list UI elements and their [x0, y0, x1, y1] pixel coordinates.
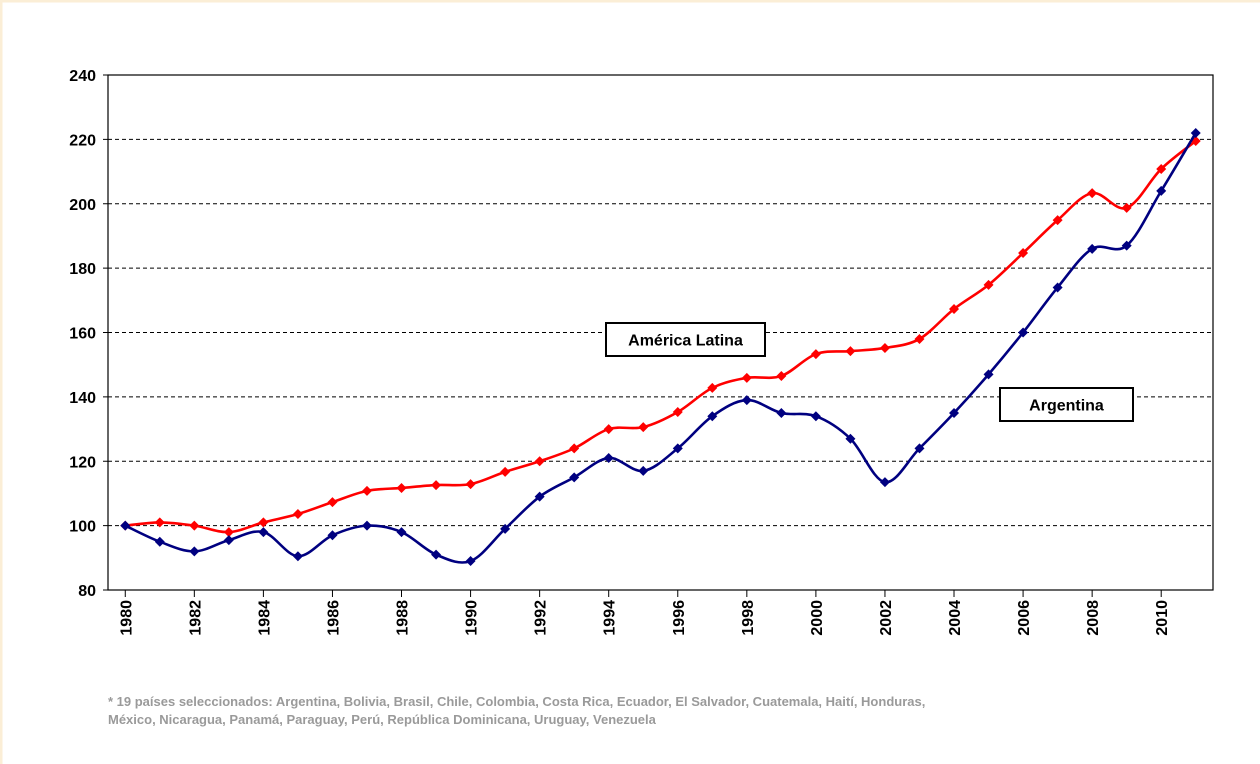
x-tick-label: 2008	[1085, 600, 1102, 636]
data-point	[741, 395, 752, 406]
data-point	[361, 485, 372, 496]
data-point	[672, 407, 683, 418]
data-point	[879, 477, 890, 488]
plot-frame	[107, 74, 1214, 591]
y-tick-label: 200	[69, 197, 96, 214]
data-point	[120, 520, 131, 531]
footnote: México, Nicaragua, Panamá, Paraguay, Per…	[108, 712, 657, 727]
data-point	[1087, 188, 1098, 199]
x-tick-label: 1992	[533, 600, 550, 636]
data-point	[1190, 127, 1201, 138]
x-tick-label: 1982	[187, 600, 204, 636]
y-tick-label: 100	[69, 519, 96, 536]
data-point	[154, 517, 165, 528]
x-tick-label: 1990	[464, 600, 481, 636]
data-point	[534, 456, 545, 467]
data-point	[500, 466, 511, 477]
y-tick-label: 160	[69, 326, 96, 343]
data-point	[1121, 240, 1132, 251]
data-point	[810, 411, 821, 422]
data-point	[879, 342, 890, 353]
data-point	[1156, 163, 1167, 174]
data-point	[327, 530, 338, 541]
x-tick-label: 2004	[947, 600, 964, 636]
data-point	[292, 509, 303, 520]
data-point	[465, 556, 476, 567]
x-tick-label: 2002	[878, 600, 895, 636]
data-point	[1087, 243, 1098, 254]
y-tick-label: 180	[69, 261, 96, 278]
data-point	[776, 370, 787, 381]
data-point	[1052, 215, 1063, 226]
x-tick-label: 1980	[118, 600, 135, 636]
x-tick-label: 1996	[671, 600, 688, 636]
x-tick-label: 1984	[256, 600, 273, 636]
data-point	[776, 407, 787, 418]
x-tick-label: 1986	[325, 600, 342, 636]
x-tick-label: 2010	[1154, 600, 1171, 636]
data-point	[361, 520, 372, 531]
x-tick-label: 2006	[1016, 600, 1033, 636]
data-point	[1018, 247, 1029, 258]
data-point	[949, 407, 960, 418]
y-tick-label: 140	[69, 390, 96, 407]
data-point	[396, 482, 407, 493]
data-point	[569, 443, 580, 454]
data-point	[914, 443, 925, 454]
data-point	[914, 333, 925, 344]
data-point	[707, 411, 718, 422]
data-point	[949, 304, 960, 315]
data-point	[500, 523, 511, 534]
data-point	[431, 549, 442, 560]
data-point	[258, 527, 269, 538]
footnote: * 19 países seleccionados: Argentina, Bo…	[108, 694, 925, 709]
data-point	[603, 453, 614, 464]
data-point	[327, 497, 338, 508]
data-point	[534, 491, 545, 502]
data-point	[672, 443, 683, 454]
data-point	[741, 372, 752, 383]
data-point	[1121, 202, 1132, 213]
y-tick-label: 220	[69, 132, 96, 149]
data-point	[223, 527, 234, 538]
y-tick-label: 80	[78, 583, 96, 600]
data-point	[189, 546, 200, 557]
data-point	[603, 424, 614, 435]
data-point	[707, 382, 718, 393]
data-point	[292, 551, 303, 562]
data-point	[638, 465, 649, 476]
y-tick-label: 120	[69, 454, 96, 471]
data-point	[1018, 327, 1029, 338]
data-point	[189, 520, 200, 531]
data-point	[845, 346, 856, 357]
x-tick-label: 2000	[809, 600, 826, 636]
series-label-box	[605, 322, 766, 357]
x-tick-label: 1998	[740, 600, 757, 636]
data-point	[465, 479, 476, 490]
data-point	[569, 472, 580, 483]
data-point	[983, 279, 994, 290]
data-point	[258, 517, 269, 528]
data-point	[1052, 282, 1063, 293]
x-tick-label: 1994	[602, 600, 619, 636]
data-point	[983, 369, 994, 380]
data-point	[396, 527, 407, 538]
x-tick-label: 1988	[395, 600, 412, 636]
data-point	[1156, 185, 1167, 196]
series-label: Argentina	[1029, 398, 1104, 415]
data-point	[845, 433, 856, 444]
data-point	[810, 349, 821, 360]
y-tick-label: 240	[69, 68, 96, 85]
series-label: América Latina	[628, 333, 743, 350]
series-label-box	[999, 387, 1134, 422]
data-point	[223, 535, 234, 546]
data-point	[638, 422, 649, 433]
data-point	[431, 480, 442, 491]
data-point	[154, 536, 165, 547]
